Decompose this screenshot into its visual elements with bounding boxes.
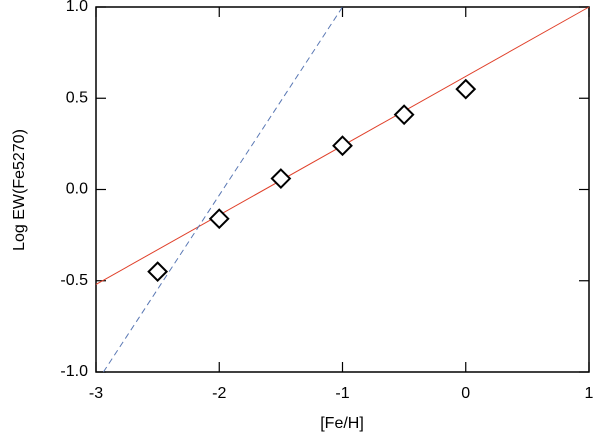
diamond-marker	[208, 208, 230, 230]
diamond-marker	[332, 135, 353, 157]
plot-frame	[95, 6, 590, 373]
diamond-marker	[393, 104, 415, 126]
x-tick-label: 0	[461, 385, 470, 402]
y-tick-label: 0.0	[66, 181, 88, 198]
y-tick-label: -0.5	[60, 272, 88, 289]
diamond-marker	[455, 78, 477, 100]
x-axis-label: [Fe/H]	[320, 415, 364, 432]
y-tick-label: -1.0	[60, 363, 88, 380]
y-tick-label: 0.5	[66, 89, 88, 106]
fit-line	[102, 6, 343, 373]
x-tick-label: -3	[89, 385, 103, 402]
y-tick-label: 1.0	[66, 0, 88, 15]
diamond-marker	[270, 168, 292, 189]
y-axis-label: Log EW(Fe5270)	[11, 129, 28, 251]
x-tick-label: -2	[212, 385, 226, 402]
x-tick-label: -1	[335, 385, 349, 402]
x-tick-label: 1	[585, 385, 594, 402]
diamond-marker	[147, 261, 169, 283]
